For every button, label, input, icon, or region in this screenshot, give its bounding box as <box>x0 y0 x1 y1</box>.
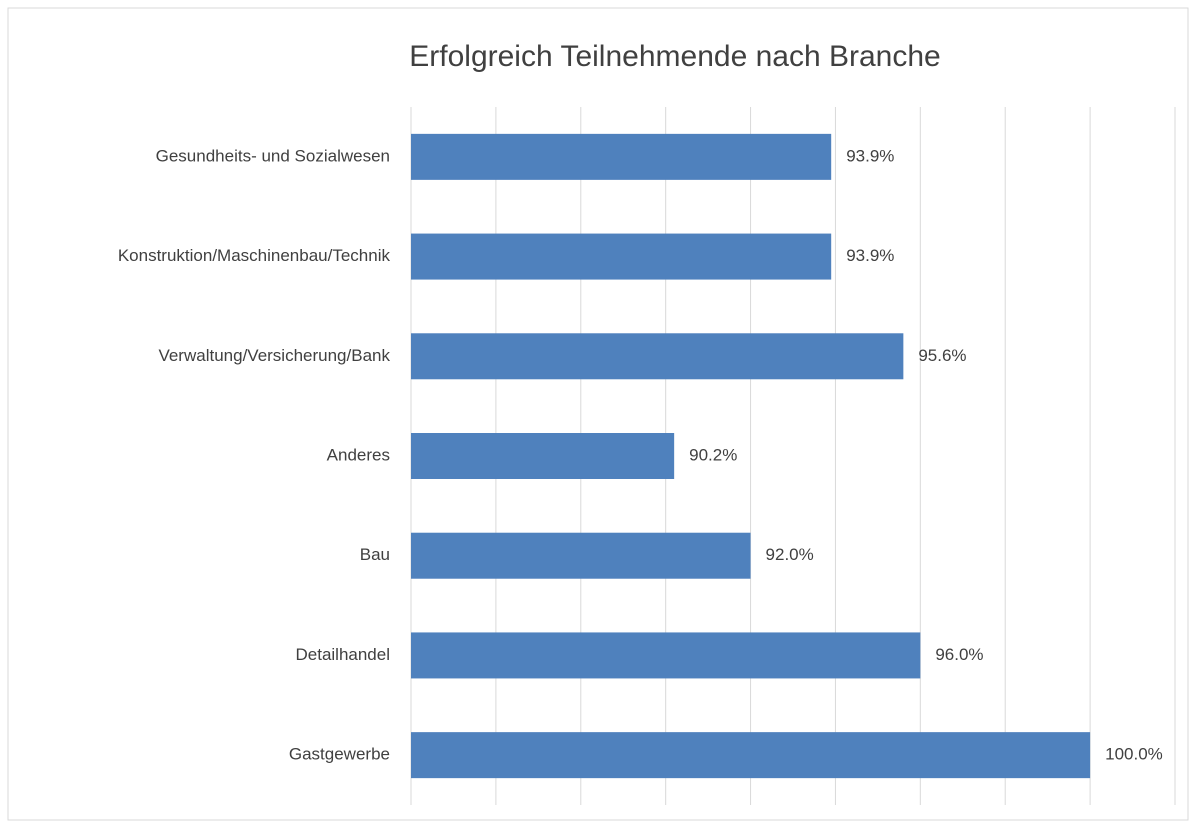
data-label: 100.0% <box>1105 745 1163 764</box>
chart-frame <box>7 7 1189 821</box>
y-tick-label: Bau <box>360 545 390 564</box>
data-label: 93.9% <box>846 246 894 265</box>
data-label: 92.0% <box>766 545 814 564</box>
y-tick-label: Verwaltung/Versicherung/Bank <box>158 346 390 365</box>
data-label: 96.0% <box>935 645 983 664</box>
bar <box>411 433 675 479</box>
y-tick-label: Gastgewerbe <box>289 745 390 764</box>
bar <box>411 333 904 380</box>
bar <box>411 632 921 679</box>
data-label: 93.9% <box>846 146 894 165</box>
data-label: 95.6% <box>918 346 966 365</box>
bar <box>411 233 832 280</box>
y-tick-label: Konstruktion/Maschinenbau/Technik <box>118 246 391 265</box>
data-label: 90.2% <box>689 445 737 464</box>
y-tick-label: Anderes <box>327 445 390 464</box>
y-tick-label: Detailhandel <box>295 645 390 664</box>
bar <box>411 133 832 180</box>
y-tick-label: Gesundheits- und Sozialwesen <box>156 146 390 165</box>
bar <box>411 732 1091 779</box>
bar <box>411 532 751 579</box>
chart-title: Erfolgreich Teilnehmende nach Branche <box>409 40 940 73</box>
